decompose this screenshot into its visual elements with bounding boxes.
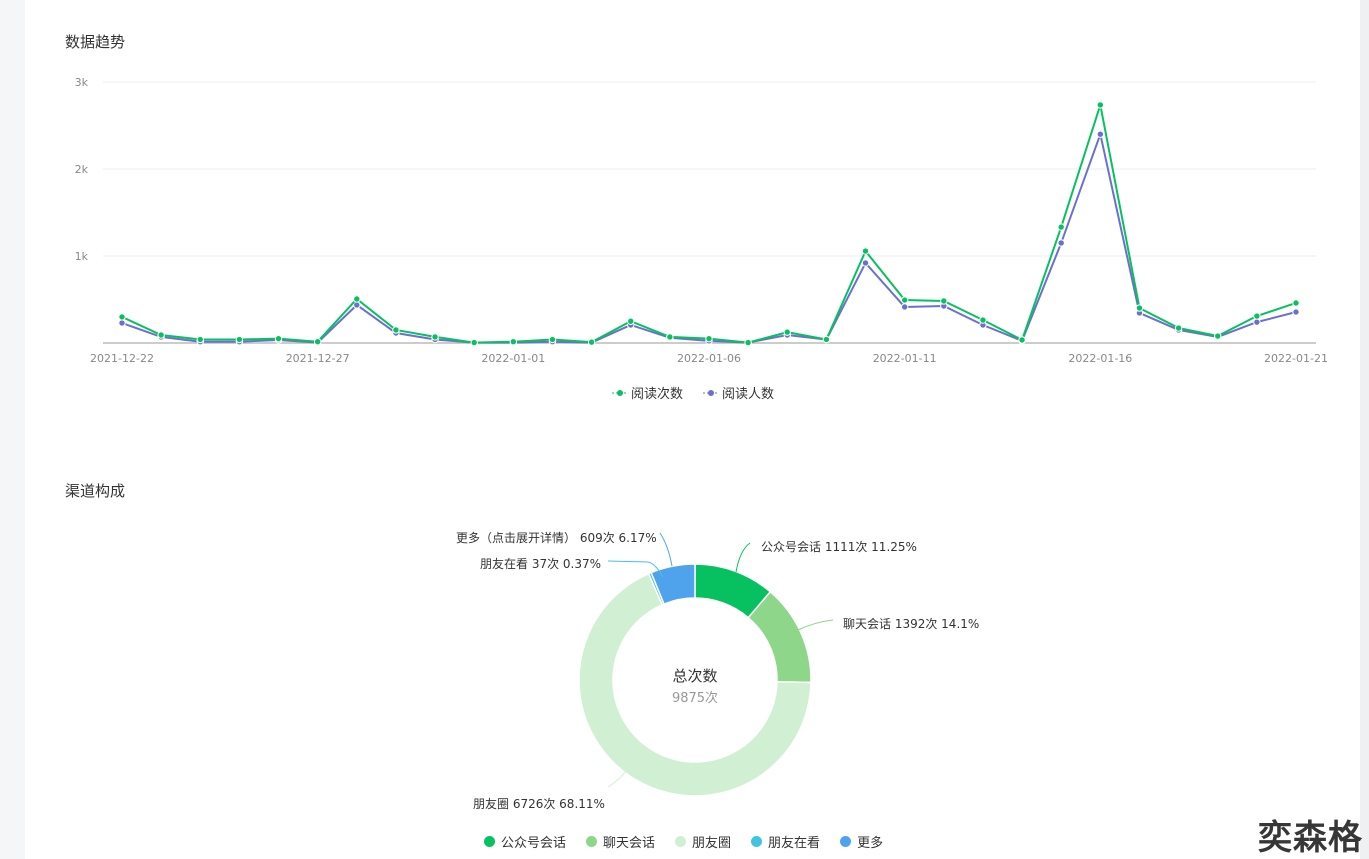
legend-label: 阅读人数 — [722, 387, 775, 402]
legend-item[interactable]: 朋友圈 — [675, 832, 731, 851]
legend-dot-icon — [840, 836, 852, 847]
data-point — [274, 334, 283, 343]
series-line — [121, 130, 1297, 344]
trend-line-chart: 1k 2k 3k 2021-12-22 2021-12-27 2022-01-01 2022… — [75, 76, 1328, 365]
data-point — [1292, 299, 1300, 307]
data-point — [1253, 312, 1261, 320]
data-point — [1174, 324, 1183, 332]
donut-center-value: 9875次 — [671, 691, 719, 706]
x-tick-label: 2022-01-01 — [481, 352, 545, 365]
data-point — [666, 333, 674, 341]
data-point — [1253, 318, 1261, 326]
slice-label-gongzhonghao: 公众号会话 1111次 11.25% — [761, 540, 917, 554]
data-point — [587, 338, 596, 346]
x-tick-label: 2022-01-21 — [1264, 352, 1328, 365]
data-point — [1214, 332, 1222, 340]
data-point — [861, 247, 870, 255]
data-point — [627, 317, 635, 325]
legend-label: 朋友圈 — [692, 836, 732, 851]
data-point — [1057, 239, 1065, 247]
y-tick-label: 1k — [75, 250, 89, 263]
watermark-logo: 奕森格 — [1258, 818, 1363, 858]
data-point — [861, 259, 870, 267]
slice-label-moments: 朋友圈 6726次 68.11% — [473, 797, 605, 811]
legend-label: 朋友在看 — [768, 836, 821, 851]
data-point — [979, 316, 987, 324]
legend-dot-icon — [751, 836, 763, 847]
data-point — [235, 335, 244, 344]
channel-legend: 公众号会话 聊天会话 朋友圈 朋友在看 更多 — [484, 832, 903, 851]
legend-item[interactable]: 公众号会话 — [484, 832, 566, 851]
x-tick-label: 2022-01-06 — [677, 352, 741, 365]
data-point — [157, 331, 165, 339]
legend-label: 聊天会话 — [603, 836, 656, 851]
legend-item[interactable]: 阅读次数 — [612, 383, 683, 402]
legend-item[interactable]: 聊天会话 — [586, 832, 655, 851]
scrollbar-track[interactable] — [1360, 0, 1369, 859]
data-point — [548, 335, 557, 344]
data-point — [1096, 130, 1105, 138]
channel-title: 渠道构成 — [65, 482, 126, 500]
x-tick-label: 2021-12-22 — [90, 352, 154, 365]
data-point — [353, 295, 361, 303]
legend-marker-icon — [612, 389, 628, 396]
trend-legend: 阅读次数 阅读人数 — [612, 383, 794, 402]
trend-title: 数据趋势 — [65, 33, 126, 51]
x-tick-label: 2022-01-16 — [1068, 352, 1132, 365]
slice-label-chat: 聊天会话 1392次 14.1% — [843, 617, 980, 631]
legend-dot-icon — [675, 836, 687, 847]
data-point — [1018, 336, 1026, 344]
data-point — [118, 313, 126, 321]
data-point — [940, 297, 948, 305]
data-point — [1292, 308, 1300, 316]
legend-item[interactable]: 阅读人数 — [703, 383, 774, 402]
data-point — [118, 319, 126, 327]
data-point — [196, 335, 204, 344]
data-point — [509, 337, 518, 346]
data-point — [744, 338, 752, 347]
legend-dot-icon — [586, 836, 598, 847]
slice-label-friends-watching: 朋友在看 37次 0.37% — [480, 557, 602, 571]
data-point — [783, 328, 791, 336]
y-tick-label: 3k — [75, 76, 89, 89]
data-point — [705, 334, 713, 343]
donut-center-title: 总次数 — [672, 667, 718, 685]
legend-dot-icon — [484, 836, 495, 847]
data-point — [900, 303, 909, 311]
data-point — [822, 335, 831, 344]
data-point — [470, 338, 478, 347]
x-tick-label: 2021-12-27 — [286, 352, 350, 365]
legend-label: 公众号会话 — [501, 836, 567, 851]
data-point — [1135, 304, 1144, 312]
legend-item[interactable]: 更多 — [840, 832, 883, 851]
legend-marker-icon — [703, 389, 720, 396]
data-point — [313, 337, 322, 346]
y-tick-label: 2k — [75, 163, 89, 176]
data-point — [1096, 101, 1105, 109]
legend-item[interactable]: 朋友在看 — [751, 832, 820, 851]
data-point — [1057, 223, 1065, 231]
legend-label: 更多 — [857, 836, 884, 851]
slice-label-more: 更多（点击展开详情） 609次 6.17% — [456, 531, 657, 545]
data-point — [431, 333, 439, 341]
legend-label: 阅读次数 — [631, 387, 684, 402]
data-point — [392, 326, 400, 334]
data-point — [900, 296, 909, 304]
x-tick-label: 2022-01-11 — [873, 352, 937, 365]
